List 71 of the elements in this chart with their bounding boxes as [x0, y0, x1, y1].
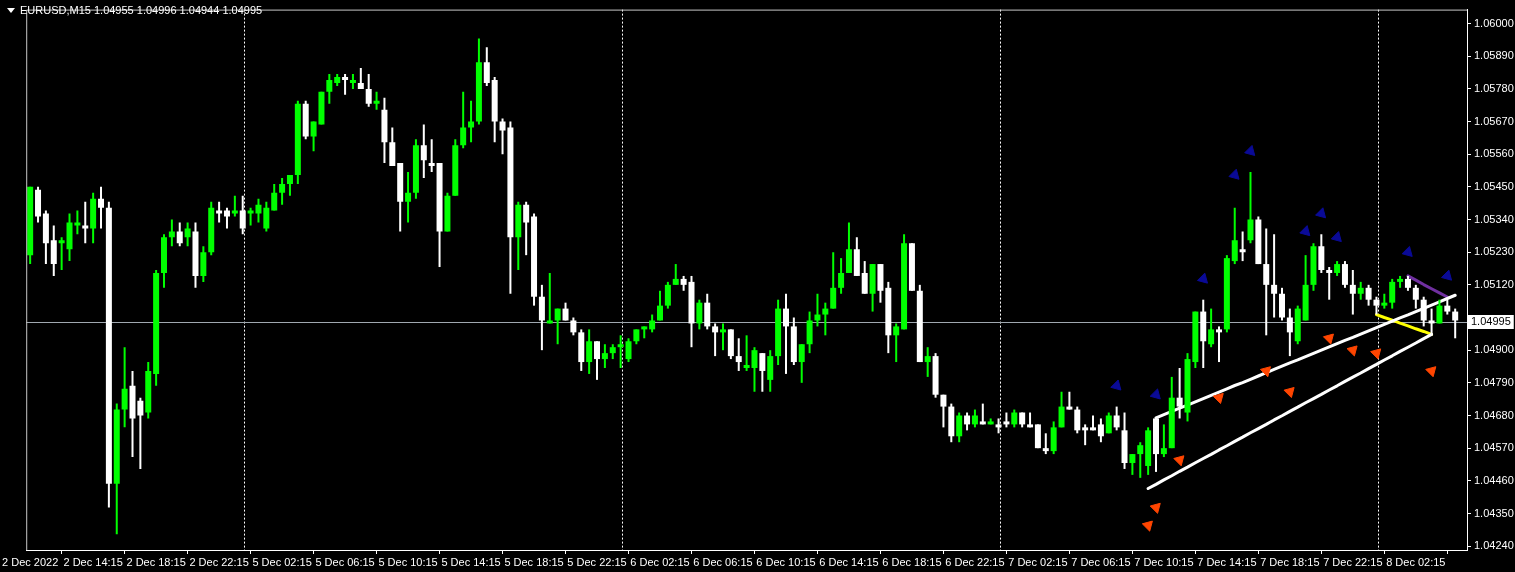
- x-tick-label: 6 Dec 14:15: [819, 555, 879, 568]
- candlestick: [719, 323, 726, 351]
- point: [1228, 168, 1240, 180]
- candlestick: [58, 237, 65, 270]
- y-tick-label: 1.04570: [1474, 441, 1514, 454]
- point: [1259, 366, 1271, 378]
- x-tick-label: 6 Dec 10:15: [756, 555, 816, 568]
- point: [1315, 207, 1327, 219]
- point: [1441, 269, 1453, 281]
- x-tick-label: 5 Dec 02:15: [252, 555, 312, 568]
- y-tick-label: 1.04350: [1474, 506, 1514, 519]
- candlestick: [1326, 267, 1333, 300]
- y-tick-label: 1.05120: [1474, 277, 1514, 290]
- candlestick: [1239, 231, 1246, 262]
- x-tick-label: 6 Dec 06:15: [693, 555, 753, 568]
- y-tick-label: 1.05450: [1474, 179, 1514, 192]
- x-tick-label: 7 Dec 18:15: [1260, 555, 1320, 568]
- candlestick: [1271, 234, 1278, 318]
- x-tick-label: 6 Dec 22:15: [945, 555, 1005, 568]
- y-tick-label: 1.05890: [1474, 49, 1514, 62]
- x-tick-label: 6 Dec 02:15: [630, 555, 690, 568]
- point: [1322, 333, 1334, 345]
- y-tick-label: 1.04790: [1474, 375, 1514, 388]
- point: [1244, 144, 1256, 156]
- point: [1283, 387, 1295, 399]
- point: [1149, 502, 1161, 514]
- x-tick-label: 2 Dec 2022: [2, 555, 59, 568]
- y-tick-label: 1.05230: [1474, 245, 1514, 258]
- point: [1212, 392, 1224, 404]
- point: [1370, 348, 1382, 360]
- x-tick-label: 2 Dec 22:15: [189, 555, 249, 568]
- chart-title: EURUSD,M15 1.04955 1.04996 1.04944 1.04995: [20, 4, 263, 17]
- point: [1141, 520, 1153, 532]
- point: [1346, 345, 1358, 357]
- x-tick-label: 5 Dec 14:15: [441, 555, 501, 568]
- y-tick-label: 1.06000: [1474, 16, 1514, 29]
- x-tick-label: 2 Dec 14:15: [63, 555, 123, 568]
- candlestick: [617, 335, 624, 368]
- x-tick-label: 5 Dec 22:15: [567, 555, 627, 568]
- x-tick-label: 5 Dec 10:15: [378, 555, 438, 568]
- x-tick-label: 6 Dec 18:15: [882, 555, 942, 568]
- x-tick-label: 7 Dec 06:15: [1071, 555, 1131, 568]
- candlestick: [546, 272, 553, 324]
- x-tick-label: 2 Dec 18:15: [126, 555, 186, 568]
- y-tick-label: 1.04680: [1474, 408, 1514, 421]
- candlestick: [1216, 326, 1222, 363]
- candlestick: [82, 201, 89, 244]
- y-tick-label: 1.05340: [1474, 212, 1514, 225]
- x-tick-label: 7 Dec 10:15: [1134, 555, 1194, 568]
- point: [1110, 379, 1122, 391]
- point: [1330, 231, 1342, 243]
- x-tick-label: 5 Dec 06:15: [315, 555, 375, 568]
- point: [1173, 455, 1185, 467]
- point: [1149, 388, 1161, 400]
- point: [1196, 272, 1208, 284]
- y-tick-label: 1.04900: [1474, 343, 1514, 356]
- x-tick-label: 7 Dec 22:15: [1323, 555, 1383, 568]
- y-tick-label: 1.04460: [1474, 473, 1514, 486]
- ref-line-label: 1.04995: [1471, 315, 1511, 328]
- point: [1425, 366, 1437, 378]
- y-tick-label: 1.05780: [1474, 81, 1514, 94]
- x-tick-label: 7 Dec 14:15: [1197, 555, 1257, 568]
- point: [1299, 225, 1311, 237]
- y-tick-label: 1.05670: [1474, 114, 1514, 127]
- candlestick: [428, 139, 435, 173]
- x-tick-label: 8 Dec 02:15: [1386, 555, 1446, 568]
- y-tick-label: 1.05560: [1474, 147, 1514, 160]
- y-tick-label: 1.04240: [1474, 539, 1514, 552]
- point: [1401, 245, 1413, 257]
- x-tick-label: 7 Dec 02:15: [1008, 555, 1068, 568]
- x-tick-label: 5 Dec 18:15: [504, 555, 564, 568]
